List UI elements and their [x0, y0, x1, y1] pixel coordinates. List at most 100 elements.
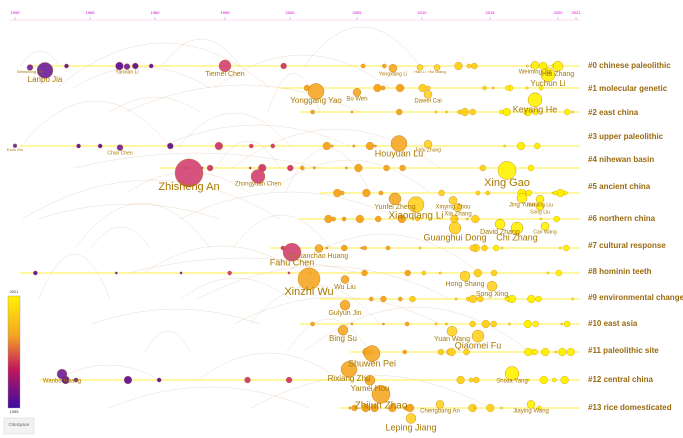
author-node: [416, 64, 424, 71]
node: [481, 319, 490, 329]
author-node: [504, 366, 520, 381]
year-label: 2005: [353, 10, 363, 15]
node: [523, 319, 532, 329]
author-label: David Zhang: [480, 229, 520, 236]
node: [490, 269, 498, 277]
author-label: Tiemei Chen: [205, 71, 245, 78]
node: [310, 109, 315, 115]
legend-max: 2021: [10, 289, 20, 294]
node: [471, 214, 480, 224]
node: [468, 377, 474, 383]
author-node: [337, 325, 349, 336]
node: [418, 246, 422, 250]
node: [313, 166, 316, 170]
node: [523, 107, 532, 117]
node: [563, 108, 571, 116]
node: [571, 297, 574, 301]
author-node: [218, 59, 232, 73]
year-label: 1995: [221, 10, 231, 15]
node: [148, 63, 154, 69]
author-label: Wanbo Huang: [43, 379, 81, 385]
author-label: Zhijun Zhao: [355, 401, 408, 412]
node: [469, 244, 476, 252]
node: [559, 246, 562, 250]
node: [415, 216, 420, 222]
author-node: [510, 221, 524, 235]
author-label: Yamei Hou: [351, 384, 390, 393]
author-node: [527, 92, 543, 108]
author-node: [494, 218, 506, 230]
node: [526, 378, 530, 382]
node: [477, 295, 484, 303]
citation-arc: [214, 54, 391, 89]
node: [482, 85, 487, 91]
author-label: Jiafu Zhang: [415, 147, 441, 153]
node: [563, 190, 568, 196]
node: [350, 322, 354, 326]
citation-arc: [143, 245, 301, 274]
citation-arc: [178, 112, 291, 147]
node: [324, 214, 333, 224]
author-node: [174, 158, 204, 188]
node: [539, 217, 543, 221]
author-node: [407, 196, 425, 213]
author-node: [352, 88, 362, 97]
node: [541, 347, 550, 357]
node: [248, 143, 254, 149]
author-node: [388, 64, 398, 73]
node: [373, 144, 377, 148]
node: [539, 375, 548, 385]
author-label: Yunfei Zheng: [374, 204, 415, 211]
node: [445, 110, 448, 114]
node: [179, 271, 183, 275]
cluster-label: #1 molecular genetic: [588, 84, 668, 93]
node: [385, 245, 391, 251]
year-label: 2015: [486, 10, 496, 15]
author-node: [540, 67, 556, 82]
author-label: Shuwen Pei: [348, 358, 396, 368]
author-node: [307, 83, 325, 100]
author-node: [405, 413, 417, 424]
node: [563, 244, 570, 252]
cluster-label: #2 east china: [588, 108, 639, 117]
author-node: [448, 196, 458, 205]
node: [471, 62, 478, 70]
node: [382, 322, 385, 326]
author-label: Fahu Chen: [270, 257, 315, 267]
citation-arc: [37, 203, 221, 220]
author-node: [123, 63, 131, 70]
citation-arc: [233, 296, 441, 325]
citation-arc: [162, 124, 351, 147]
node: [348, 406, 352, 410]
node: [475, 190, 481, 196]
author-label: Wu Liu: [334, 284, 356, 291]
node: [76, 143, 81, 149]
author-label: Gulyun Jin: [328, 310, 361, 317]
citation-arc: [56, 42, 271, 89]
node: [360, 63, 366, 69]
author-node: [297, 267, 321, 290]
author-label: Xinying Zhou: [435, 205, 470, 211]
author-label: Shixia Yang: [496, 379, 527, 385]
author-node: [459, 271, 471, 282]
author-label: Zhisheng An: [158, 181, 219, 193]
node: [352, 144, 356, 148]
node: [330, 144, 334, 148]
node: [571, 110, 574, 114]
node: [558, 347, 567, 357]
citation-arc: [109, 96, 201, 113]
author-node: [423, 140, 433, 149]
node: [537, 405, 542, 411]
author-label: Hui Wang: [428, 69, 445, 74]
node: [397, 214, 406, 224]
node: [485, 190, 490, 196]
node: [438, 271, 442, 275]
node: [406, 403, 415, 413]
node: [156, 377, 162, 383]
node: [402, 349, 407, 355]
logo: CiteSpace: [3, 417, 35, 435]
node: [404, 269, 411, 277]
author-label: Bo Wen: [346, 97, 367, 103]
node: [132, 62, 139, 70]
citation-arc: [286, 318, 371, 353]
